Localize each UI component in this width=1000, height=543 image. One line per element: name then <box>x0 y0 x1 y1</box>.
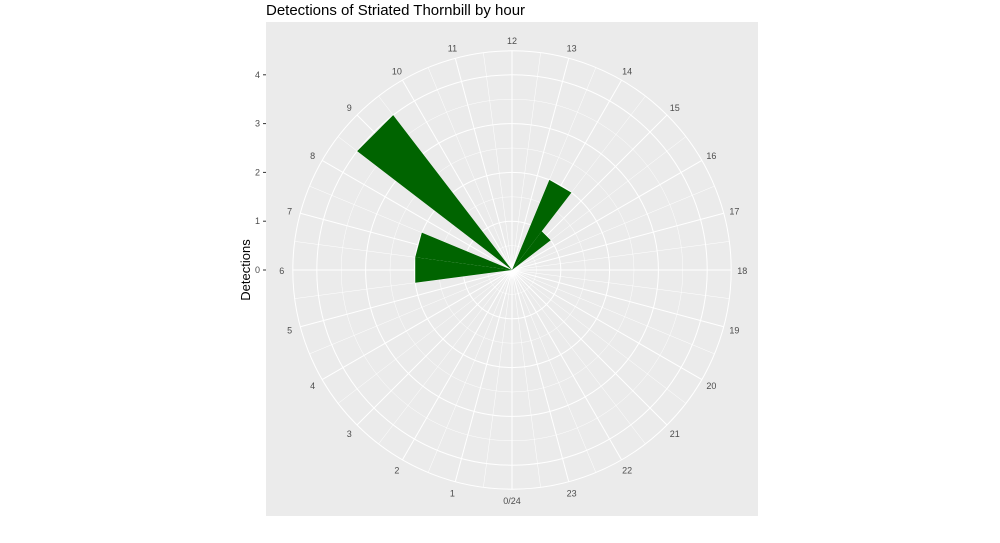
grid-spoke-minor <box>427 269 513 473</box>
grid-spoke-minor <box>511 269 541 488</box>
grid-spoke-minor <box>309 185 513 271</box>
hour-label: 11 <box>448 44 457 54</box>
hour-label: 2 <box>394 465 399 475</box>
grid-spoke-major <box>454 58 513 271</box>
bar-hour-14 <box>512 179 572 270</box>
y-tick-label: 1 <box>255 216 260 226</box>
grid-spoke-major <box>511 269 724 328</box>
hour-label: 6 <box>279 266 284 276</box>
bar-hour-15 <box>512 231 551 270</box>
grid-spoke-minor <box>378 269 513 445</box>
hour-label: 13 <box>567 44 577 54</box>
hour-label: 0/24 <box>503 496 521 506</box>
grid-spoke-minor <box>427 67 513 271</box>
chart-title: Detections of Striated Thornbill by hour <box>266 2 526 19</box>
grid-spoke-major <box>401 79 513 271</box>
hour-label: 17 <box>729 206 739 216</box>
hour-label: 9 <box>347 103 352 113</box>
hour-label: 1 <box>450 488 455 498</box>
grid-spoke-minor <box>309 269 513 355</box>
grid-spoke-major <box>511 269 623 461</box>
hour-label: 20 <box>706 381 716 391</box>
hour-label: 4 <box>310 381 315 391</box>
bars-layer <box>357 115 572 283</box>
y-axis-title: Detections <box>238 239 253 301</box>
bar-hour-7 <box>415 232 512 270</box>
grid-spoke-major <box>300 269 513 328</box>
grid-spoke-major <box>356 269 513 426</box>
grid-spoke-minor <box>511 52 541 271</box>
hour-label: 19 <box>729 326 739 336</box>
grid-spoke-major <box>511 269 668 426</box>
y-tick-label: 0 <box>255 265 260 275</box>
grid-spoke-major <box>321 269 513 381</box>
y-axis: 0 1 2 3 4 <box>255 70 266 275</box>
grid-spoke-major <box>511 159 703 271</box>
hour-label: 8 <box>310 151 315 161</box>
hour-label: 21 <box>670 429 680 439</box>
y-tick-label: 4 <box>255 70 260 80</box>
y-tick-label: 2 <box>255 167 260 177</box>
grid-spoke-minor <box>511 269 687 404</box>
grid-spoke-minor <box>378 95 513 271</box>
hour-label: 22 <box>622 465 632 475</box>
grid-spoke-minor <box>483 52 513 271</box>
grid-spoke-major <box>511 269 570 482</box>
grid-spoke-major <box>511 58 570 271</box>
grid-spoke-minor <box>337 269 513 404</box>
grid-spoke-major <box>321 159 513 271</box>
hour-label: 5 <box>287 326 292 336</box>
grid-spoke-minor <box>511 269 715 355</box>
grid-spoke-major <box>511 212 724 271</box>
hour-label: 7 <box>287 206 292 216</box>
grid-spoke-major <box>454 269 513 482</box>
grid-spoke-minor <box>483 269 513 488</box>
grid-spoke-minor <box>511 269 597 473</box>
bar-hour-6 <box>415 257 512 283</box>
hour-label: 18 <box>737 266 747 276</box>
hour-label: 14 <box>622 67 632 77</box>
hour-label: 3 <box>347 429 352 439</box>
hour-label: 16 <box>706 151 716 161</box>
grid-spoke-minor <box>511 241 730 271</box>
bar-hour-9 <box>357 115 512 271</box>
hour-labels: 0/24123456789101112131415161718192021222… <box>279 36 747 506</box>
grid-spoke-minor <box>511 269 730 299</box>
hour-label: 15 <box>670 103 680 113</box>
hour-label: 10 <box>392 67 402 77</box>
grid-spoke-major <box>511 269 703 381</box>
grid-spoke-major <box>401 269 513 461</box>
hour-label: 12 <box>507 36 517 46</box>
hour-label: 23 <box>567 488 577 498</box>
grid-spoke-minor <box>511 269 646 445</box>
y-tick-label: 3 <box>255 119 260 129</box>
grid-spoke-minor <box>511 185 715 271</box>
